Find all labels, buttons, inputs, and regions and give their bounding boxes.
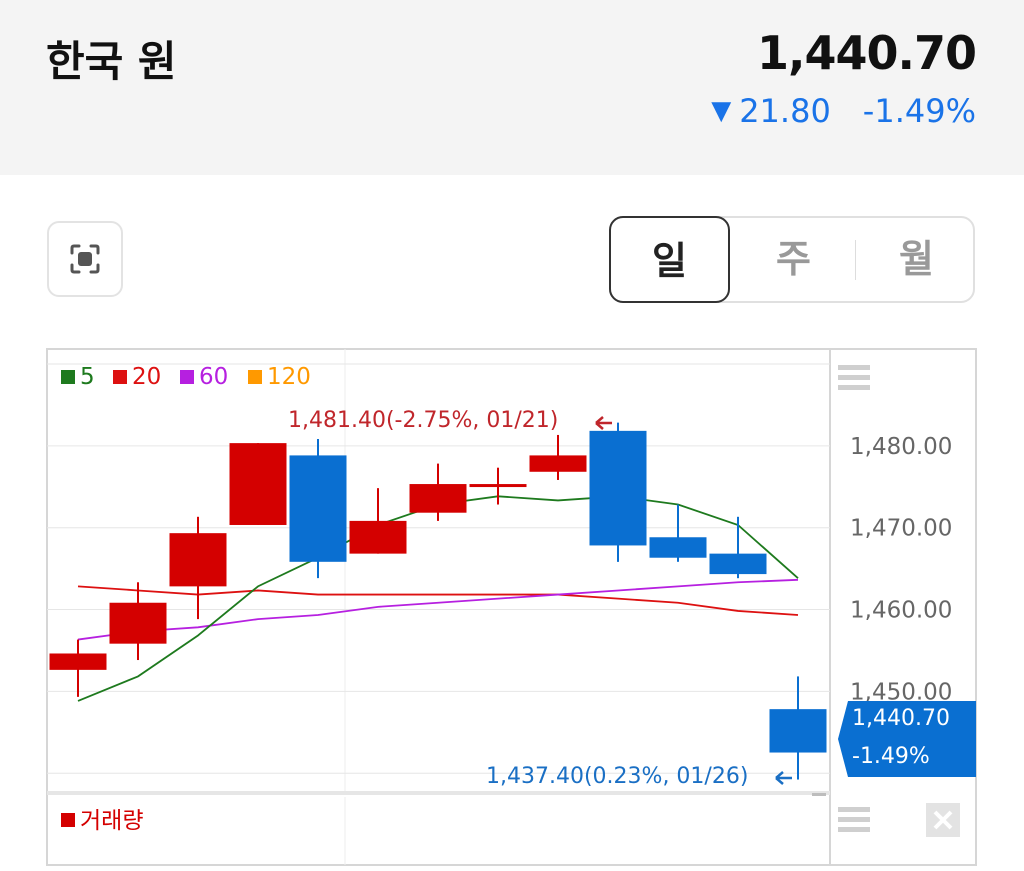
candle xyxy=(409,463,467,521)
candle xyxy=(529,434,587,480)
tab-weekly[interactable]: 주 xyxy=(776,237,811,281)
candle-body xyxy=(409,484,467,513)
candle xyxy=(769,676,827,780)
volume-legend: 거래량 xyxy=(61,808,143,834)
candle xyxy=(109,582,167,661)
current-price-tag: 1,440.70 -1.49% xyxy=(838,701,976,777)
price-change: ▼ 21.80 -1.49% xyxy=(711,92,976,130)
candle-body xyxy=(349,520,407,554)
chart-frame xyxy=(46,348,977,866)
max-arrow-icon xyxy=(595,416,612,430)
candle-body xyxy=(769,709,827,753)
min-price-label: 1,437.40(0.23%, 01/26) xyxy=(486,764,748,789)
legend-swatch-ma20 xyxy=(113,370,127,384)
candle xyxy=(169,516,227,620)
screenshot-frame-icon xyxy=(70,244,100,274)
legend-swatch-ma60 xyxy=(180,370,194,384)
candle xyxy=(289,439,347,579)
down-triangle-icon: ▼ xyxy=(711,96,732,126)
pane-separator[interactable] xyxy=(47,791,830,795)
candle-body xyxy=(289,455,347,562)
close-pane-icon[interactable] xyxy=(926,803,960,837)
screenshot-button[interactable] xyxy=(47,221,123,297)
candle xyxy=(349,488,407,554)
legend-swatch-ma120 xyxy=(248,370,262,384)
y-tick-label: 1,460.00 xyxy=(850,598,952,624)
volume-legend-swatch xyxy=(61,813,75,827)
tab-divider xyxy=(855,240,856,280)
candle xyxy=(709,516,767,579)
current-price-tag-value: 1,440.70 xyxy=(852,706,950,731)
y-tick-label: 1,470.00 xyxy=(850,516,952,542)
pane-resize-handle[interactable] xyxy=(812,793,826,796)
legend-label-ma60: 60 xyxy=(199,364,228,390)
chart-menu-icon[interactable] xyxy=(838,365,870,390)
candlestick-chart[interactable]: 1,480.001,470.001,460.001,450.00 5 20 60… xyxy=(0,345,1024,867)
current-price-tag-change: -1.49% xyxy=(852,744,930,769)
legend-swatch-ma5 xyxy=(61,370,75,384)
current-price: 1,440.70 xyxy=(757,26,977,80)
change-value: 21.80 xyxy=(739,92,831,130)
period-selector: 일 주 월 xyxy=(609,216,975,303)
tab-monthly[interactable]: 월 xyxy=(899,237,934,281)
volume-legend-label: 거래량 xyxy=(80,808,143,834)
max-price-label: 1,481.40(-2.75%, 01/21) xyxy=(288,408,558,433)
currency-title: 한국 원 xyxy=(46,37,177,86)
candle-body xyxy=(109,602,167,644)
legend: 5 20 60 120 xyxy=(61,364,311,390)
legend-item-ma5[interactable]: 5 xyxy=(61,364,95,390)
chart-area: 1,480.00 1,470.00 1,460.00 1,450.00 5 20 60… xyxy=(0,345,1024,867)
ma60-line xyxy=(77,578,799,641)
horizontal-gridlines xyxy=(47,363,830,774)
volume-menu-icon[interactable] xyxy=(838,807,870,832)
legend-label-ma120: 120 xyxy=(267,364,311,390)
candle-body xyxy=(169,533,227,587)
candle xyxy=(649,504,707,562)
legend-label-ma5: 5 xyxy=(80,364,95,390)
candle-body xyxy=(589,430,647,546)
candle xyxy=(49,639,107,697)
tab-daily[interactable]: 일 xyxy=(609,216,730,303)
candle xyxy=(589,422,647,562)
candle-body xyxy=(709,553,767,575)
candle-body xyxy=(229,443,287,525)
min-arrow-icon xyxy=(775,771,792,785)
legend-label-ma20: 20 xyxy=(132,364,161,390)
quote-header: 한국 원 1,440.70 ▼ 21.80 -1.49% xyxy=(0,0,1024,175)
candle-body xyxy=(529,455,587,472)
candle-body xyxy=(649,537,707,558)
legend-item-ma60[interactable]: 60 xyxy=(180,364,228,390)
candles xyxy=(49,422,827,780)
candle xyxy=(469,467,527,505)
y-tick-label: 1,480.00 xyxy=(850,434,952,460)
legend-item-ma20[interactable]: 20 xyxy=(113,364,161,390)
change-percent: -1.49% xyxy=(862,92,976,130)
candle-body xyxy=(469,484,527,488)
candle-body xyxy=(49,653,107,670)
candle xyxy=(229,443,287,525)
legend-item-ma120[interactable]: 120 xyxy=(248,364,311,390)
